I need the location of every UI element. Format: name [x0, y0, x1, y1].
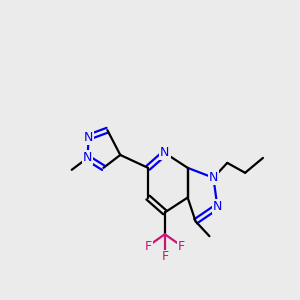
Text: F: F	[178, 240, 185, 253]
Text: F: F	[145, 240, 152, 253]
Text: N: N	[213, 200, 222, 213]
Text: F: F	[161, 250, 168, 263]
Text: N: N	[209, 171, 218, 184]
Text: N: N	[84, 130, 93, 144]
Text: N: N	[83, 152, 92, 164]
Text: N: N	[160, 146, 170, 160]
